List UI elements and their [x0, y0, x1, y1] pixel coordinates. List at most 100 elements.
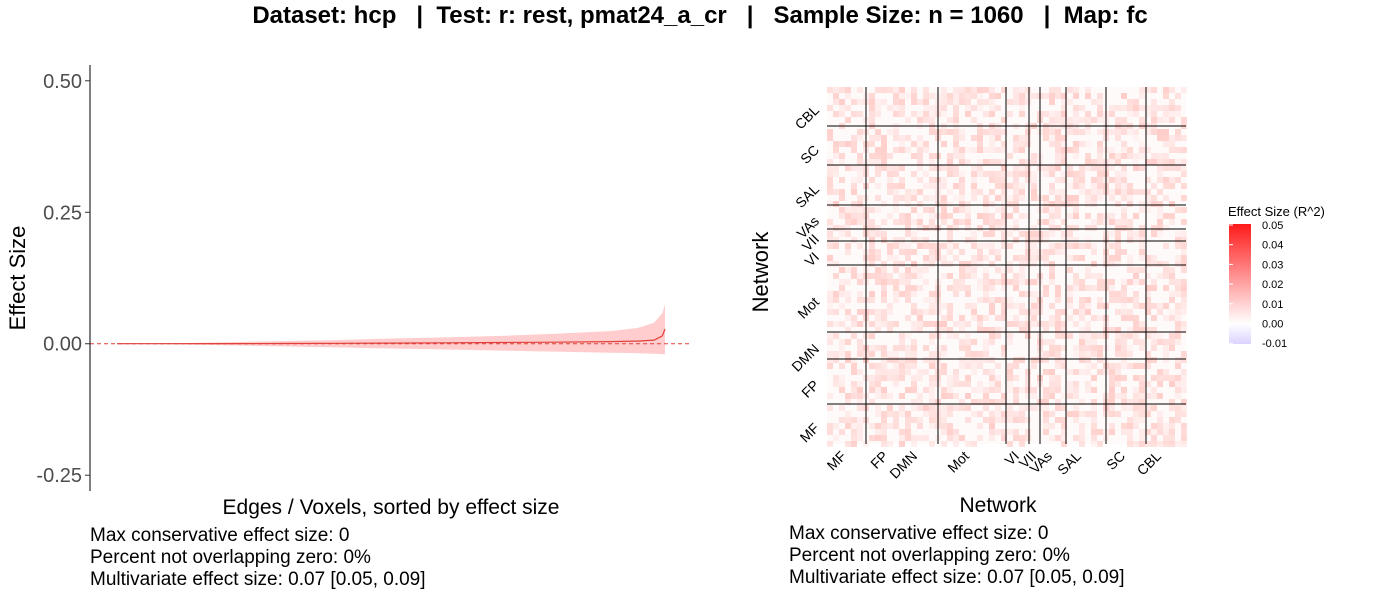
heatmap-cell: [1109, 153, 1115, 159]
heatmap-cell: [917, 369, 923, 375]
heatmap-cell: [959, 147, 965, 153]
heatmap-cell: [1007, 213, 1013, 219]
heatmap-cell: [833, 435, 839, 441]
heatmap-cell: [1115, 363, 1121, 369]
heatmap-cell: [875, 321, 881, 327]
heatmap-cell: [1163, 135, 1169, 141]
heatmap-cell: [965, 93, 971, 99]
heatmap-cell: [1175, 135, 1181, 141]
heatmap-cell: [881, 309, 887, 315]
heatmap-cell: [881, 165, 887, 171]
heatmap-cell: [1145, 357, 1151, 363]
heatmap-cell: [857, 129, 863, 135]
heatmap-cell: [953, 171, 959, 177]
heatmap-cell: [953, 195, 959, 201]
heatmap-cell: [1079, 339, 1085, 345]
heatmap-cell: [1115, 339, 1121, 345]
heatmap-cell: [1049, 99, 1055, 105]
heatmap-cell: [1091, 225, 1097, 231]
heatmap-cell: [1121, 105, 1127, 111]
heatmap-cell: [1031, 237, 1037, 243]
heatmap-cell: [875, 423, 881, 429]
heatmap-cell: [845, 207, 851, 213]
heatmap-cell: [1091, 183, 1097, 189]
heatmap-cell: [1073, 171, 1079, 177]
heatmap-cell: [1127, 237, 1133, 243]
heatmap-cell: [977, 189, 983, 195]
heatmap-cell: [1055, 309, 1061, 315]
heatmap-cell: [941, 195, 947, 201]
heatmap-cell: [1151, 111, 1157, 117]
network-y-label: CBL: [792, 102, 823, 133]
heatmap-cell: [1055, 135, 1061, 141]
heatmap-cell: [1175, 285, 1181, 291]
heatmap-cell: [1157, 153, 1163, 159]
heatmap-cell: [869, 333, 875, 339]
heatmap-cell: [1139, 249, 1145, 255]
heatmap-cell: [953, 381, 959, 387]
heatmap-cell: [929, 183, 935, 189]
heatmap-cell: [983, 339, 989, 345]
heatmap-cell: [1097, 129, 1103, 135]
heatmap-cell: [1007, 333, 1013, 339]
heatmap-cell: [965, 321, 971, 327]
heatmap-cell: [1169, 435, 1175, 441]
heatmap-cell: [851, 435, 857, 441]
heatmap-cell: [833, 243, 839, 249]
heatmap-cell: [875, 225, 881, 231]
heatmap-cell: [1181, 441, 1187, 447]
heatmap-cell: [1097, 303, 1103, 309]
heatmap-cell: [1109, 213, 1115, 219]
heatmap-cell: [893, 345, 899, 351]
heatmap-cell: [983, 129, 989, 135]
heatmap-cell: [1091, 423, 1097, 429]
heatmap-cell: [941, 429, 947, 435]
heatmap-cell: [881, 219, 887, 225]
heatmap-cell: [1061, 417, 1067, 423]
heatmap-cell: [989, 399, 995, 405]
heatmap-cell: [977, 171, 983, 177]
heatmap-cell: [1067, 411, 1073, 417]
heatmap-cell: [929, 393, 935, 399]
heatmap-cell: [899, 339, 905, 345]
heatmap-cell: [1181, 243, 1187, 249]
heatmap-cell: [869, 375, 875, 381]
heatmap-cell: [1127, 423, 1133, 429]
heatmap-cell: [989, 279, 995, 285]
heatmap-cell: [1169, 279, 1175, 285]
heatmap-cell: [977, 141, 983, 147]
heatmap-cell: [1007, 153, 1013, 159]
heatmap-cell: [1151, 195, 1157, 201]
heatmap-cell: [1139, 267, 1145, 273]
heatmap-cell: [1019, 273, 1025, 279]
heatmap-cell: [1019, 183, 1025, 189]
heatmap-cell: [917, 267, 923, 273]
heatmap-cell: [1115, 189, 1121, 195]
heatmap-cell: [881, 429, 887, 435]
heatmap-cell: [1013, 165, 1019, 171]
heatmap-cell: [1085, 129, 1091, 135]
heatmap-cell: [1175, 417, 1181, 423]
heatmap-cell: [887, 213, 893, 219]
heatmap-cell: [1055, 189, 1061, 195]
heatmap-cell: [857, 417, 863, 423]
heatmap-cell: [1121, 225, 1127, 231]
heatmap-cell: [839, 285, 845, 291]
heatmap-cell: [1151, 105, 1157, 111]
heatmap-cell: [1121, 375, 1127, 381]
heatmap-cell: [1001, 207, 1007, 213]
heatmap-cell: [983, 417, 989, 423]
heatmap-cell: [875, 231, 881, 237]
heatmap-cell: [1031, 93, 1037, 99]
heatmap-cell: [953, 321, 959, 327]
heatmap-cell: [1133, 153, 1139, 159]
heatmap-cell: [1151, 285, 1157, 291]
heatmap-cell: [1175, 309, 1181, 315]
heatmap-cell: [995, 411, 1001, 417]
heatmap-cell: [929, 129, 935, 135]
heatmap-cell: [881, 231, 887, 237]
heatmap-cell: [1055, 327, 1061, 333]
heatmap-cell: [1049, 369, 1055, 375]
heatmap-cell: [905, 291, 911, 297]
